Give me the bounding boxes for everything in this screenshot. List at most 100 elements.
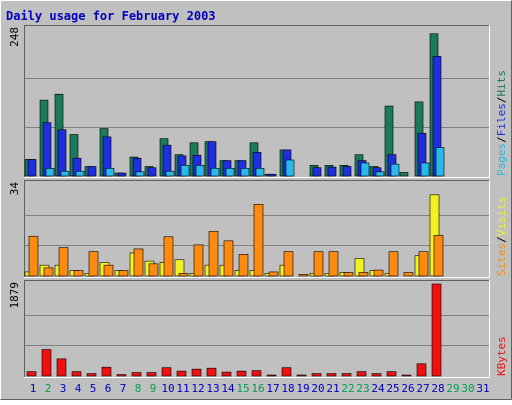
bar-kbytes-day-10 [161, 367, 172, 377]
x-tick-label-day-26: 26 [401, 382, 414, 395]
bar-sites-day-3 [58, 247, 69, 277]
bar-kbytes-day-16 [251, 370, 262, 377]
bar-sites-day-9 [148, 263, 159, 277]
x-tick-label-day-11: 11 [176, 382, 189, 395]
x-tick-label-day-7: 7 [120, 382, 127, 395]
x-tick-label-day-3: 3 [60, 382, 67, 395]
legend-entry: / [495, 236, 508, 243]
bar-kbytes-day-21 [326, 373, 337, 377]
bar-kbytes-day-9 [146, 372, 157, 377]
panel-kbytes: 1879 KBytes [8, 280, 508, 378]
bar-sites-day-23 [358, 272, 369, 277]
panel-visits: 34 Sites/Visits [8, 180, 508, 278]
bar-kbytes-day-24 [371, 373, 382, 377]
bar-files-day-22 [342, 166, 352, 177]
x-tick-label-day-2: 2 [45, 382, 52, 395]
x-tick-label-day-31: 31 [476, 382, 489, 395]
bar-pages-day-24 [375, 171, 385, 177]
bar-sites-day-27 [418, 251, 429, 277]
legend-entry: Visits [495, 197, 508, 237]
bar-sites-day-28 [433, 235, 444, 277]
bar-sites-day-10 [163, 236, 174, 277]
x-tick-label-day-17: 17 [266, 382, 279, 395]
bar-hits-day-26 [399, 172, 409, 177]
legend-entry: Pages [495, 143, 508, 176]
bar-sites-day-17 [268, 271, 279, 277]
x-tick-label-day-30: 30 [461, 382, 474, 395]
x-tick-label-day-20: 20 [311, 382, 324, 395]
bar-kbytes-day-17 [266, 374, 277, 377]
bar-kbytes-day-18 [281, 367, 292, 377]
bar-kbytes-day-12 [191, 368, 202, 377]
x-tick-label-day-16: 16 [251, 382, 264, 395]
bar-kbytes-day-11 [176, 370, 187, 377]
legend-entry: Sites [495, 243, 508, 276]
bar-kbytes-day-19 [296, 374, 307, 377]
y-max-label: 248 [8, 27, 21, 47]
x-tick-label-day-13: 13 [206, 382, 219, 395]
x-tick-label-day-23: 23 [356, 382, 369, 395]
bar-sites-day-16 [253, 203, 264, 277]
panels-layer: 248Pages/Files/Hits34Sites/Visits1879KBy… [8, 25, 508, 378]
bar-sites-day-15 [238, 254, 249, 277]
bar-sites-day-14 [223, 240, 234, 277]
bar-sites-day-20 [313, 251, 324, 277]
bar-pages-day-14 [225, 167, 235, 177]
x-axis: 1 2 3 4 5 6 7 8 9 10 11 12 13 14 15 16 17 18 19 20 21 22 23 24 2… [30, 382, 490, 395]
legend-entry: / [495, 136, 508, 143]
y-max-label: 34 [8, 182, 21, 196]
x-tick-label-day-27: 27 [416, 382, 429, 395]
bar-kbytes-day-28 [431, 283, 442, 377]
x-tick-label-day-12: 12 [191, 382, 204, 395]
bar-pages-day-3 [60, 170, 70, 177]
bar-sites-day-7 [118, 270, 129, 277]
bar-pages-day-28 [435, 147, 445, 177]
bar-pages-day-13 [210, 167, 220, 177]
bar-sites-day-26 [403, 272, 414, 277]
x-tick-label-day-24: 24 [371, 382, 385, 395]
bar-files-day-21 [327, 166, 337, 177]
bar-kbytes-day-3 [56, 358, 67, 377]
bar-sites-day-22 [343, 272, 354, 277]
bar-pages-day-16 [255, 167, 265, 177]
bar-pages-day-18 [285, 159, 295, 177]
bar-kbytes-day-13 [206, 367, 217, 377]
bar-sites-day-24 [373, 269, 384, 277]
bar-sites-day-2 [43, 267, 54, 277]
x-tick-label-day-28: 28 [431, 382, 444, 395]
bar-sites-day-6 [103, 264, 114, 277]
bar-kbytes-day-6 [101, 366, 112, 377]
bar-files-day-7 [117, 172, 127, 177]
bar-kbytes-day-27 [416, 363, 427, 377]
bar-pages-day-6 [105, 167, 115, 177]
bar-kbytes-day-7 [116, 374, 127, 377]
x-tick-label-day-1: 1 [30, 382, 37, 395]
bar-sites-day-19 [298, 274, 309, 277]
bar-files-day-3 [57, 129, 67, 177]
bar-pages-day-4 [75, 170, 85, 177]
x-tick-label-day-19: 19 [296, 382, 309, 395]
x-tick-label-day-5: 5 [90, 382, 97, 395]
bar-sites-day-11 [178, 272, 189, 277]
bar-pages-day-23 [360, 162, 370, 177]
bar-kbytes-day-15 [236, 370, 247, 377]
x-tick-label-day-25: 25 [386, 382, 399, 395]
legend-kbytes: KBytes [495, 336, 508, 376]
x-tick-label-day-14: 14 [221, 382, 235, 395]
bar-pages-day-8 [135, 171, 145, 177]
legend-visits: Sites/Visits [495, 197, 508, 277]
bar-pages-day-15 [240, 167, 250, 177]
bar-sites-day-5 [88, 251, 99, 277]
bar-pages-day-12 [195, 165, 205, 177]
y-max-label: 1879 [8, 282, 21, 309]
legend-entry: KBytes [495, 336, 508, 376]
x-tick-label-day-21: 21 [326, 382, 339, 395]
bar-kbytes-day-4 [71, 371, 82, 377]
bar-kbytes-day-1 [26, 371, 37, 377]
bar-files-day-20 [312, 167, 322, 177]
bar-pages-day-10 [165, 170, 175, 177]
bar-kbytes-day-23 [356, 371, 367, 377]
